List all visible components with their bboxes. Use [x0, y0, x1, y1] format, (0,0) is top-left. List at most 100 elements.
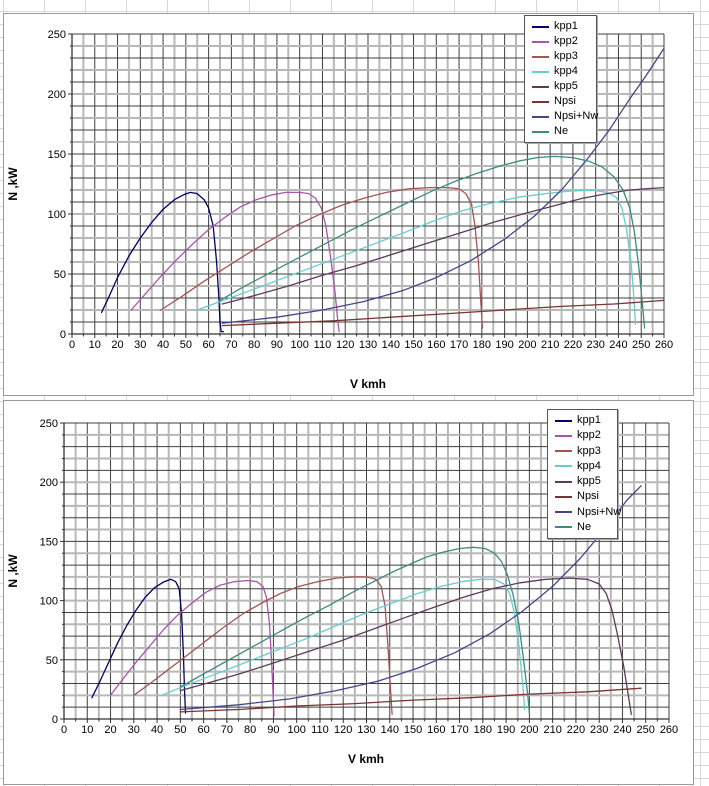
chart-2-legend-label-kpp1: kpp1: [577, 414, 601, 427]
chart-1-legend[interactable]: kpp1 kpp2 kpp3 kpp4 kpp5 Npsi Npsi+Nw Ne: [524, 15, 598, 143]
Npsi-line-swatch-icon: [555, 495, 572, 498]
chart-2-legend-item-Ne: Ne: [555, 520, 613, 534]
chart-2-series-Ne: [179, 546, 531, 714]
chart-2-x-tick-label: 250: [637, 724, 655, 736]
chart-2-x-tick-label: 10: [81, 724, 93, 736]
chart-1[interactable]: 0 10 20 30 40 50 60 70 80 90 100 110 120 130 140 150 160…: [3, 13, 694, 396]
kpp2-line-swatch-icon: [532, 40, 549, 43]
chart-1-x-tick-label: 140: [382, 339, 400, 351]
chart-2-y-tick-label: 200: [40, 477, 58, 489]
chart-1-axes: 0 10 20 30 40 50 60 70 80 90 100 110 120 130 140 150 160…: [48, 29, 674, 351]
chart-1-x-tick-label: 220: [564, 339, 582, 351]
chart-2-x-tick-label: 30: [128, 724, 140, 736]
chart-2-x-tick-label: 190: [497, 724, 515, 736]
chart-1-grid: [72, 33, 665, 334]
chart-2-legend-label-kpp2: kpp2: [577, 429, 601, 442]
chart-1-legend-label-Npsi: Npsi: [554, 95, 577, 107]
chart-1-x-tick-label: 240: [609, 339, 627, 351]
chart-2-x-tick-label: 120: [334, 724, 352, 736]
chart-2-x-tick-label: 20: [104, 724, 116, 736]
chart-1-x-tick-label: 160: [427, 339, 445, 351]
chart-2-x-tick-label: 110: [311, 724, 329, 736]
chart-1-x-tick-label: 100: [291, 339, 309, 351]
chart-1-x-tick-label: 90: [271, 339, 283, 351]
chart-2-y-tick-label: 50: [46, 655, 58, 667]
chart-1-x-tick-label: 20: [111, 339, 123, 351]
chart-1-series-Ne: [219, 155, 646, 329]
chart-2-series-kpp4: [161, 578, 526, 711]
chart-1-legend-label-kpp1: kpp1: [554, 20, 578, 32]
chart-1-y-tick-label: 250: [48, 29, 66, 41]
chart-2-series-kpp1: [91, 578, 187, 714]
chart-2-legend-label-kpp5: kpp5: [577, 475, 601, 488]
chart-1-x-tick-label: 210: [541, 339, 559, 351]
chart-2-x-tick-label: 210: [543, 724, 561, 736]
chart-2-series-kpp5: [179, 577, 632, 715]
kpp3-line-swatch-icon: [532, 55, 549, 58]
chart-2-series-kpp2: [109, 579, 275, 717]
chart-1-x-tick-label: 260: [655, 339, 673, 351]
kpp4-line-swatch-icon: [555, 465, 572, 468]
chart-2-x-tick-label: 180: [474, 724, 492, 736]
Npsi-line-swatch-icon: [532, 100, 549, 103]
chart-2-legend-item-kpp1: kpp1: [555, 414, 613, 428]
chart-2-axes: 0 10 20 30 40 50 60 70 80 90 100 110 120 130 140 150 160…: [40, 418, 679, 736]
chart-2-legend-item-Npsi+Nw: Npsi+Nw: [555, 505, 621, 519]
kpp5-line-swatch-icon: [555, 480, 572, 483]
chart-1-legend-item-kpp1: kpp1: [532, 20, 592, 34]
chart-2-legend-label-Npsi+Nw: Npsi+Nw: [577, 505, 622, 518]
chart-2-x-tick-label: 150: [404, 724, 422, 736]
chart-2-y-tick-label: 100: [40, 596, 58, 608]
chart-2-x-tick-label: 140: [381, 724, 399, 736]
chart-2-grid: [64, 422, 670, 719]
kpp1-line-swatch-icon: [555, 419, 572, 422]
chart-1-x-tick-label: 190: [495, 339, 513, 351]
chart-1-legend-label-kpp3: kpp3: [554, 50, 578, 62]
chart-2-legend-item-kpp2: kpp2: [555, 429, 613, 443]
chart-2-legend-label-Npsi: Npsi: [577, 490, 600, 503]
chart-1-y-tick-label: 150: [48, 149, 66, 161]
chart-1-legend-label-Ne: Ne: [554, 125, 569, 137]
chart-2-legend[interactable]: kpp1 kpp2 kpp3 kpp4 kpp5 Npsi Npsi+Nw Ne: [547, 409, 621, 539]
chart-1-legend-label-kpp2: kpp2: [554, 35, 578, 47]
chart-1-x-tick-label: 130: [359, 339, 377, 351]
Ne-line-swatch-icon: [555, 526, 572, 529]
chart-2-x-tick-label: 90: [267, 724, 279, 736]
chart-1-x-tick-label: 50: [180, 339, 192, 351]
chart-1-legend-item-Npsi: Npsi: [532, 95, 592, 109]
chart-1-y-tick-label: 0: [60, 329, 66, 341]
chart-1-legend-label-kpp5: kpp5: [554, 80, 578, 92]
chart-1-series: [100, 47, 665, 333]
chart-2-x-tick-label: 50: [174, 724, 186, 736]
kpp4-line-swatch-icon: [532, 70, 549, 73]
chart-2-series-kpp3: [133, 576, 393, 715]
chart-2-y-tick-label: 150: [40, 536, 58, 548]
chart-2-x-tick-label: 100: [288, 724, 306, 736]
chart-2-legend-item-kpp4: kpp4: [555, 459, 613, 473]
chart-2-legend-item-Npsi: Npsi: [555, 490, 613, 504]
chart-2-y-tick-label: 250: [40, 418, 58, 430]
chart-1-y-axis-title: N ,kW: [6, 167, 20, 201]
chart-1-x-tick-label: 180: [473, 339, 491, 351]
chart-1-y-tick-label: 200: [48, 89, 66, 101]
chart-2-series-Npsi: [179, 687, 642, 713]
chart-1-series-kpp5: [221, 186, 665, 305]
chart-1-series-Npsi: [221, 299, 665, 327]
chart-2-legend-label-kpp3: kpp3: [577, 444, 601, 457]
chart-2-legend-item-kpp5: kpp5: [555, 475, 613, 489]
Npsi+Nw-line-swatch-icon: [532, 115, 549, 118]
chart-1-x-tick-label: 150: [404, 339, 422, 351]
chart-2-legend-label-kpp4: kpp4: [577, 459, 601, 472]
chart-2-y-tick-label: 0: [52, 714, 58, 726]
chart-2-x-tick-label: 220: [567, 724, 585, 736]
chart-1-legend-label-Npsi+Nw: Npsi+Nw: [554, 110, 599, 122]
chart-1-series-kpp2: [130, 191, 340, 333]
Npsi+Nw-line-swatch-icon: [555, 511, 572, 514]
chart-1-x-tick-label: 40: [157, 339, 169, 351]
chart-2[interactable]: 0 10 20 30 40 50 60 70 80 90 100 110 120 130 140 150 160…: [3, 400, 694, 785]
chart-2-y-axis-title: N ,kW: [6, 554, 20, 588]
chart-2-x-tick-label: 170: [450, 724, 468, 736]
chart-2-x-tick-label: 0: [61, 724, 67, 736]
chart-1-legend-item-Npsi+Nw: Npsi+Nw: [532, 110, 598, 124]
